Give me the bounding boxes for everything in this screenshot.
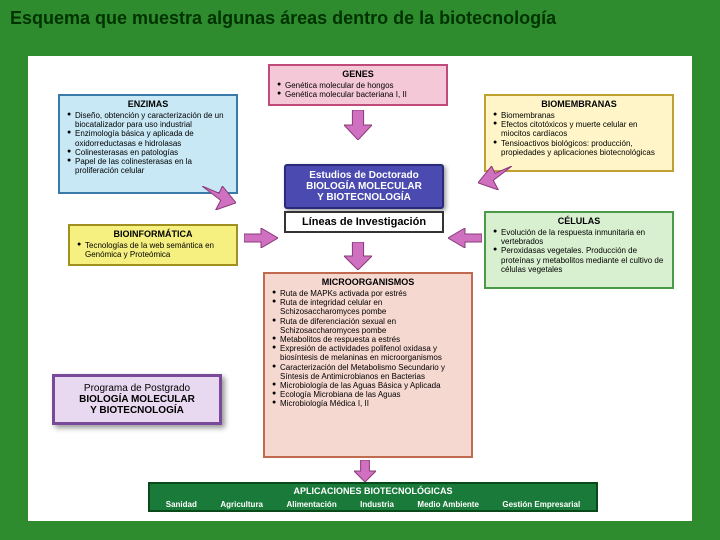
- list-item: Efectos citotóxicos y muerte celular en …: [493, 120, 665, 138]
- biomembranas-header: BIOMEMBRANAS: [491, 99, 667, 109]
- postgrad-line1: Programa de Postgrado: [63, 383, 211, 394]
- enzimas-list: Diseño, obtención y caracterización de u…: [65, 111, 231, 175]
- list-item: Ruta de diferenciación sexual en Schizos…: [272, 317, 464, 335]
- list-item: Ruta de MAPKs activada por estrés: [272, 289, 464, 298]
- center-main: Estudios de Doctorado BIOLOGÍA MOLECULAR…: [284, 164, 444, 209]
- arrow-icon: [448, 228, 482, 248]
- celulas-header: CÉLULAS: [491, 216, 667, 226]
- apps-item: Sanidad: [166, 500, 197, 509]
- bioinformatica-header: BIOINFORMÁTICA: [75, 229, 231, 239]
- list-item: Metabolitos de respuesta a estrés: [272, 335, 464, 344]
- box-bioinformatica: BIOINFORMÁTICA Tecnologías de la web sem…: [68, 224, 238, 266]
- apps-item: Agricultura: [220, 500, 263, 509]
- arrow-icon: [344, 110, 372, 140]
- arrow-icon: [478, 166, 512, 190]
- postgrad-line2: BIOLOGÍA MOLECULAR: [63, 394, 211, 405]
- apps-header: APLICACIONES BIOTECNOLÓGICAS: [150, 484, 596, 498]
- center-line2: BIOLOGÍA MOLECULAR: [292, 181, 436, 192]
- list-item: Ecología Microbiana de las Aguas: [272, 390, 464, 399]
- apps-row: Sanidad Agricultura Alimentación Industria M…: [150, 498, 596, 511]
- box-genes: GENES Genética molecular de hongosGenéti…: [268, 64, 448, 106]
- center-sub: Líneas de Investigación: [284, 211, 444, 233]
- list-item: Expresión de actividades polifenol oxida…: [272, 344, 464, 362]
- genes-header: GENES: [275, 69, 441, 79]
- apps-item: Alimentación: [286, 500, 336, 509]
- list-item: Microbiología Médica I, II: [272, 399, 464, 408]
- apps-item: Industria: [360, 500, 394, 509]
- list-item: Ruta de integridad celular en Schizosacc…: [272, 298, 464, 316]
- center-line1: Estudios de Doctorado: [292, 170, 436, 181]
- box-celulas: CÉLULAS Evolución de la respuesta inmuni…: [484, 211, 674, 289]
- bioinformatica-list: Tecnologías de la web semántica en Genóm…: [75, 241, 231, 259]
- list-item: Papel de las colinesterasas en la prolif…: [67, 157, 229, 175]
- list-item: Caracterización del Metabolismo Secundar…: [272, 363, 464, 381]
- postgrad-box: Programa de Postgrado BIOLOGÍA MOLECULAR…: [52, 374, 222, 425]
- box-enzimas: ENZIMAS Diseño, obtención y caracterizac…: [58, 94, 238, 194]
- list-item: Enzimología básica y aplicada de oxidorr…: [67, 129, 229, 147]
- center-block: Estudios de Doctorado BIOLOGÍA MOLECULAR…: [284, 164, 444, 233]
- diagram-area: GENES Genética molecular de hongosGenéti…: [28, 56, 692, 521]
- list-item: Tecnologías de la web semántica en Genóm…: [77, 241, 229, 259]
- apps-item: Gestión Empresarial: [502, 500, 580, 509]
- list-item: Colinesterasas en patologías: [67, 148, 229, 157]
- apps-bar: APLICACIONES BIOTECNOLÓGICAS Sanidad Agri…: [148, 482, 598, 512]
- box-biomembranas: BIOMEMBRANAS BiomembranasEfectos citotóx…: [484, 94, 674, 172]
- arrow-icon: [354, 460, 376, 482]
- list-item: Tensioactivos biológicos: producción, pr…: [493, 139, 665, 157]
- list-item: Biomembranas: [493, 111, 665, 120]
- list-item: Genética molecular de hongos: [277, 81, 439, 90]
- microorganismos-header: MICROORGANISMOS: [270, 277, 466, 287]
- biomembranas-list: BiomembranasEfectos citotóxicos y muerte…: [491, 111, 667, 157]
- list-item: Microbiología de las Aguas Básica y Apli…: [272, 381, 464, 390]
- list-item: Peroxidasas vegetales. Producción de pro…: [493, 246, 665, 274]
- arrow-icon: [344, 242, 372, 270]
- list-item: Diseño, obtención y caracterización de u…: [67, 111, 229, 129]
- slide-title: Esquema que muestra algunas áreas dentro…: [0, 0, 720, 34]
- celulas-list: Evolución de la respuesta inmunitaria en…: [491, 228, 667, 274]
- genes-list: Genética molecular de hongosGenética mol…: [275, 81, 441, 99]
- microorganismos-list: Ruta de MAPKs activada por estrésRuta de…: [270, 289, 466, 408]
- list-item: Genética molecular bacteriana I, II: [277, 90, 439, 99]
- arrow-icon: [244, 228, 278, 248]
- apps-item: Medio Ambiente: [417, 500, 478, 509]
- postgrad-line3: Y BIOTECNOLOGÍA: [63, 405, 211, 416]
- box-microorganismos: MICROORGANISMOS Ruta de MAPKs activada p…: [263, 272, 473, 458]
- enzimas-header: ENZIMAS: [65, 99, 231, 109]
- center-line3: Y BIOTECNOLOGÍA: [292, 192, 436, 203]
- list-item: Evolución de la respuesta inmunitaria en…: [493, 228, 665, 246]
- arrow-icon: [202, 186, 236, 210]
